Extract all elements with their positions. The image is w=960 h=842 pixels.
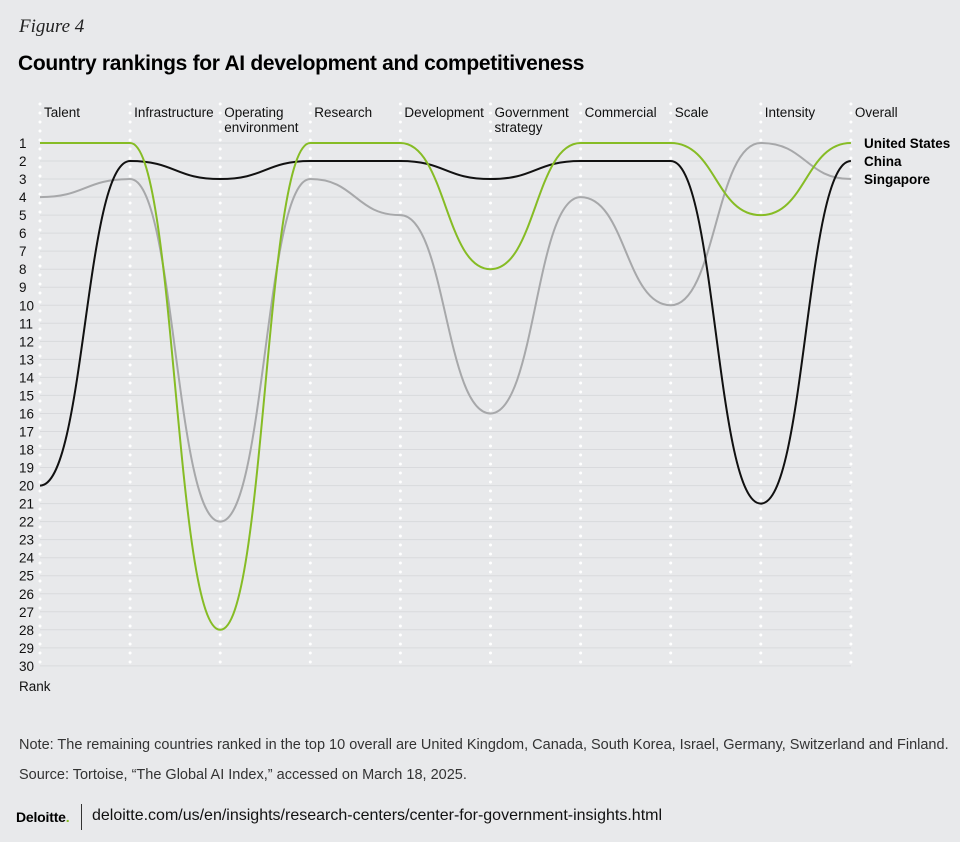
category-label: Scale	[675, 105, 709, 120]
y-tick-label: 22	[19, 515, 34, 530]
y-tick-label: 27	[19, 605, 34, 620]
category-label: Overall	[855, 105, 898, 120]
y-tick-label: 14	[19, 370, 35, 385]
y-tick-label: 1	[19, 136, 27, 151]
y-tick-label: 28	[19, 623, 34, 638]
y-tick-label: 5	[19, 208, 27, 223]
figure-label: Figure 4	[19, 16, 85, 37]
y-tick-label: 2	[19, 154, 27, 169]
category-label: Infrastructure	[134, 105, 214, 120]
y-tick-label: 10	[19, 298, 34, 313]
y-tick-label: 19	[19, 461, 34, 476]
series-label: United States	[864, 136, 950, 151]
series-label: Singapore	[864, 172, 931, 187]
y-tick-label: 24	[19, 551, 35, 566]
category-label: Commercial	[585, 105, 657, 120]
y-tick-label: 21	[19, 497, 34, 512]
category-label: Intensity	[765, 105, 816, 120]
rank-chart: 1234567891011121314151617181920212223242…	[19, 102, 950, 694]
y-tick-label: 7	[19, 244, 27, 259]
y-tick-label: 3	[19, 172, 27, 187]
y-tick-label: 23	[19, 533, 34, 548]
y-tick-label: 17	[19, 424, 34, 439]
source-text: Source: Tortoise, “The Global AI Index,”…	[19, 767, 467, 783]
series-line-china	[39, 160, 852, 505]
y-tick-label: 8	[19, 262, 27, 277]
y-tick-label: 25	[19, 569, 34, 584]
y-tick-label: 11	[19, 316, 33, 331]
y-tick-label: 12	[19, 334, 34, 349]
category-label: Development	[404, 105, 484, 120]
y-tick-label: 18	[19, 443, 34, 458]
category-label: Talent	[44, 105, 80, 120]
deloitte-logo: Deloitte.	[16, 809, 70, 825]
category-label: Government strategy	[495, 105, 570, 135]
category-label: Operating environment	[224, 105, 299, 135]
footer-url[interactable]: deloitte.com/us/en/insights/research-cen…	[92, 807, 663, 824]
divider	[81, 804, 82, 830]
y-axis-label: Rank	[19, 679, 51, 694]
y-tick-label: 16	[19, 406, 34, 421]
y-tick-label: 29	[19, 641, 34, 656]
y-tick-label: 15	[19, 388, 34, 403]
series-label: China	[864, 154, 902, 169]
series-line-singapore	[39, 141, 851, 523]
y-tick-label: 9	[19, 280, 27, 295]
y-tick-label: 13	[19, 352, 34, 367]
y-tick-label: 26	[19, 587, 34, 602]
y-tick-label: 30	[19, 659, 34, 674]
note-text: Note: The remaining countries ranked in …	[19, 737, 949, 753]
series-line-united-states	[39, 141, 851, 631]
chart-title: Country rankings for AI development and …	[18, 52, 585, 75]
y-tick-label: 6	[19, 226, 27, 241]
y-tick-label: 20	[19, 479, 34, 494]
y-tick-label: 4	[19, 190, 27, 205]
category-label: Research	[314, 105, 372, 120]
